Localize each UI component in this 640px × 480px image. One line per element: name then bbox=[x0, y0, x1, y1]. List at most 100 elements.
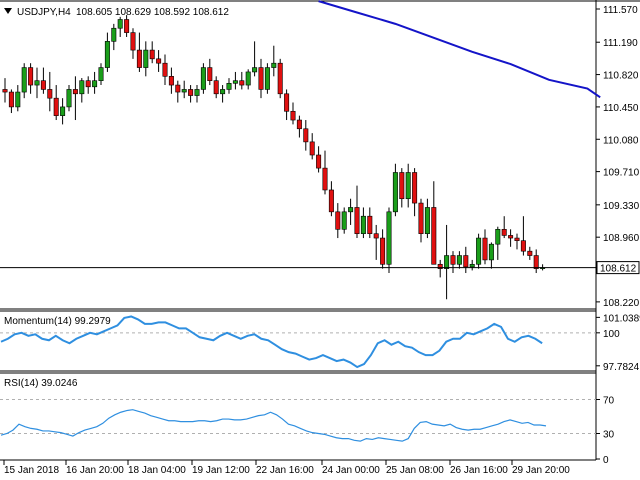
bearish-candle-body bbox=[328, 189, 334, 213]
bullish-candle-body bbox=[79, 80, 85, 95]
bullish-candle-body bbox=[252, 67, 258, 73]
candle bbox=[194, 85, 200, 103]
candle bbox=[424, 198, 430, 239]
bearish-candle-body bbox=[482, 237, 488, 261]
bullish-candle-body bbox=[220, 89, 226, 95]
momentum-tick-label: 97.7824 bbox=[603, 362, 640, 373]
price-tick-label: 108.960 bbox=[603, 233, 640, 244]
bearish-candle-body bbox=[431, 207, 437, 265]
candle bbox=[200, 63, 206, 94]
candle bbox=[188, 85, 194, 103]
candle bbox=[328, 181, 334, 217]
time-tick-label: 25 Jan 08:00 bbox=[386, 465, 444, 476]
candle bbox=[335, 203, 341, 239]
bullish-candle-body bbox=[424, 207, 430, 234]
momentum-tick-label: 100 bbox=[603, 329, 620, 340]
candle bbox=[226, 78, 232, 94]
bearish-candle-body bbox=[284, 93, 290, 112]
bearish-candle-body bbox=[124, 19, 130, 33]
price-tick-label: 110.820 bbox=[603, 71, 639, 82]
candle bbox=[104, 32, 110, 72]
bearish-candle-body bbox=[533, 255, 539, 269]
bearish-candle-body bbox=[72, 89, 78, 95]
momentum-tick-label: 101.0389 bbox=[603, 313, 640, 324]
bearish-candle-body bbox=[53, 97, 59, 116]
candle bbox=[520, 216, 526, 256]
bullish-candle-body bbox=[92, 80, 98, 88]
bullish-candle-body bbox=[226, 83, 232, 90]
bearish-candle-body bbox=[277, 62, 283, 95]
bearish-candle-body bbox=[47, 89, 53, 99]
candle bbox=[354, 185, 360, 239]
rsi-tick-label: 30 bbox=[603, 430, 615, 441]
bearish-candle-body bbox=[399, 172, 405, 200]
candle bbox=[136, 32, 142, 72]
bullish-candle-body bbox=[264, 67, 270, 90]
candle bbox=[412, 168, 418, 217]
bullish-candle-body bbox=[143, 49, 149, 68]
rsi-title: RSI(14) 39.0246 bbox=[4, 378, 78, 389]
candle bbox=[92, 71, 98, 94]
candle bbox=[258, 58, 264, 99]
triangle-down-icon[interactable] bbox=[4, 8, 12, 14]
bullish-candle-body bbox=[15, 91, 21, 108]
price-tick-label: 110.080 bbox=[603, 135, 639, 146]
candle bbox=[450, 251, 456, 274]
bullish-candle-body bbox=[117, 19, 123, 29]
bearish-candle-body bbox=[239, 80, 245, 86]
time-tick-label: 15 Jan 2018 bbox=[4, 465, 59, 476]
bullish-candle-body bbox=[111, 27, 117, 42]
candle bbox=[284, 89, 290, 121]
candle bbox=[476, 233, 482, 269]
bullish-candle-body bbox=[476, 237, 482, 265]
candle bbox=[508, 229, 514, 247]
bearish-candle-body bbox=[149, 49, 155, 60]
candle bbox=[348, 198, 354, 225]
time-axis: 15 Jan 2018 16 Jan 20:00 18 Jan 04:00 19 Ja… bbox=[3, 460, 570, 476]
current-price-tag: 108.612 bbox=[596, 261, 640, 275]
price-tick-label: 109.330 bbox=[603, 201, 640, 212]
candle bbox=[456, 251, 462, 269]
candle bbox=[175, 80, 181, 103]
bearish-candle-body bbox=[367, 215, 373, 234]
candle bbox=[21, 63, 27, 99]
bearish-candle-body bbox=[373, 233, 379, 239]
candle bbox=[66, 85, 72, 112]
bullish-candle-body bbox=[386, 211, 392, 265]
bullish-candle-body bbox=[104, 41, 110, 68]
bearish-candle-body bbox=[213, 80, 219, 95]
momentum-line bbox=[0, 315, 543, 369]
price-tick-label: 109.710 bbox=[603, 168, 640, 179]
time-tick-label: 22 Jan 16:00 bbox=[256, 465, 314, 476]
candle bbox=[322, 150, 328, 195]
bullish-candle-body bbox=[200, 67, 206, 90]
bearish-candle-body bbox=[380, 237, 386, 265]
bullish-candle-body bbox=[181, 89, 187, 93]
candle bbox=[514, 233, 520, 250]
bullish-candle-body bbox=[444, 255, 450, 269]
bullish-candle-body bbox=[348, 207, 354, 213]
candle bbox=[341, 207, 347, 234]
candle bbox=[360, 207, 366, 239]
symbol-label: USDJPY,H4 bbox=[17, 7, 71, 18]
chart-header: USDJPY,H4 108.605 108.629 108.592 108.61… bbox=[4, 7, 229, 18]
bearish-candle-body bbox=[527, 250, 533, 256]
bullish-candle-body bbox=[341, 211, 347, 230]
candle bbox=[156, 50, 162, 72]
bullish-candle-body bbox=[245, 71, 251, 86]
candle bbox=[72, 76, 78, 121]
bullish-candle-body bbox=[405, 172, 411, 200]
candle bbox=[79, 78, 85, 103]
candle bbox=[239, 71, 245, 90]
candle bbox=[111, 23, 117, 51]
candle bbox=[149, 41, 155, 64]
bearish-candle-body bbox=[520, 240, 526, 252]
rsi-line bbox=[0, 409, 547, 442]
bearish-candle-body bbox=[418, 202, 424, 234]
candle bbox=[2, 78, 8, 103]
candle bbox=[303, 120, 309, 151]
bullish-candle-body bbox=[98, 67, 104, 81]
bullish-candle-body bbox=[360, 215, 366, 234]
bullish-candle-body bbox=[488, 243, 494, 261]
bearish-candle-body bbox=[156, 58, 162, 64]
